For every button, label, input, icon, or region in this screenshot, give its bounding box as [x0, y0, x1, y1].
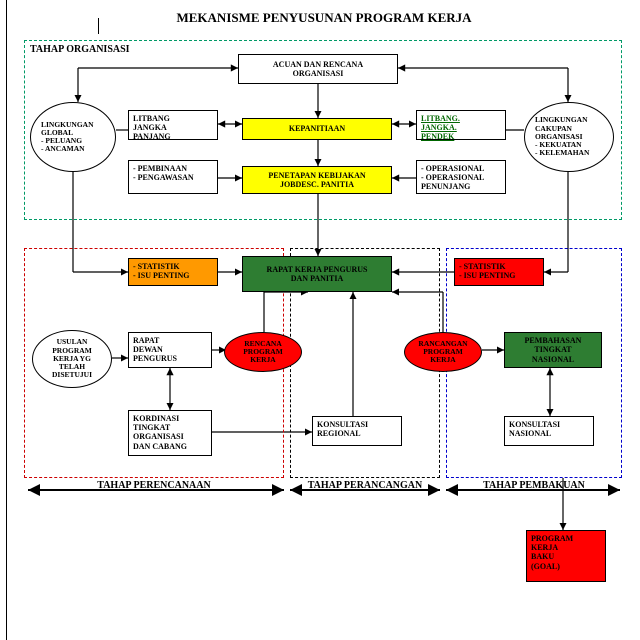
- node-text-rancangan: RANCANGAN PROGRAM KERJA: [418, 340, 467, 365]
- node-acuan: ACUAN DAN RENCANA ORGANISASI: [238, 54, 398, 84]
- node-text-rencana: RENCANA PROGRAM KERJA: [243, 340, 283, 365]
- node-goal: PROGRAM KERJA BAKU (GOAL): [526, 530, 606, 582]
- node-pembahasan: PEMBAHASAN TINGKAT NASIONAL: [504, 332, 602, 368]
- node-usulan: USULAN PROGRAM KERJA YG TELAH DISETUJUI: [32, 330, 112, 388]
- node-pembinaan: - PEMBINAAN - PENGAWASAN: [128, 160, 218, 194]
- node-text-litbang_s: LITBANG. JANGKA. PENDEK: [421, 114, 460, 142]
- diagram-stage: MEKANISME PENYUSUNAN PROGRAM KERJA ACUAN…: [18, 10, 630, 630]
- node-text-pembahasan: PEMBAHASAN TINGKAT NASIONAL: [525, 336, 582, 364]
- node-operasional: - OPERASIONAL - OPERASIONAL PENUNJANG: [416, 160, 506, 194]
- region-label-org: TAHAP ORGANISASI: [30, 44, 130, 55]
- node-penetapan: PENETAPAN KEBIJAKAN JOBDESC. PANITIA: [242, 166, 392, 194]
- node-ling_cak: LINGKUNGAN CAKUPAN ORGANISASI - KEKUATAN…: [524, 102, 614, 172]
- node-text-goal: PROGRAM KERJA BAKU (GOAL): [531, 534, 573, 571]
- node-text-rapat_dewan: RAPAT DEWAN PENGURUS: [133, 336, 177, 364]
- phase-label-std: TAHAP PEMBAKUAN: [446, 480, 622, 491]
- node-text-ling_glob: LINGKUNGAN GLOBAL - PELUANG - ANCAMAN: [41, 121, 94, 154]
- phase-label-design: TAHAP PERANCANGAN: [290, 480, 440, 491]
- node-rancangan: RANCANGAN PROGRAM KERJA: [404, 332, 482, 372]
- node-rapat_kerja: RAPAT KERJA PENGURUS DAN PANITIA: [242, 256, 392, 292]
- node-text-pembinaan: - PEMBINAAN - PENGAWASAN: [133, 164, 194, 182]
- node-litbang_s: LITBANG. JANGKA. PENDEK: [416, 110, 506, 140]
- node-kons_nas: KONSULTASI NASIONAL: [504, 416, 594, 446]
- node-rapat_dewan: RAPAT DEWAN PENGURUS: [128, 332, 212, 368]
- node-kepanitiaan: KEPANITIAAN: [242, 118, 392, 140]
- node-text-rapat_kerja: RAPAT KERJA PENGURUS DAN PANITIA: [267, 265, 368, 283]
- node-text-ling_cak: LINGKUNGAN CAKUPAN ORGANISASI - KEKUATAN…: [535, 116, 589, 157]
- node-stat_r: - STATISTIK - ISU PENTING: [454, 258, 544, 286]
- node-text-litbang_p: LITBANG JANGKA PANJANG: [133, 114, 171, 142]
- node-text-kons_reg: KONSULTASI REGIONAL: [317, 420, 368, 438]
- phase-label-plan: TAHAP PERENCANAAN: [24, 480, 284, 491]
- node-text-penetapan: PENETAPAN KEBIJAKAN JOBDESC. PANITIA: [268, 171, 365, 189]
- node-kons_reg: KONSULTASI REGIONAL: [312, 416, 402, 446]
- node-koordinasi: KORDINASI TINGKAT ORGANISASI DAN CABANG: [128, 410, 212, 456]
- margin-line: [6, 0, 7, 640]
- node-ling_glob: LINGKUNGAN GLOBAL - PELUANG - ANCAMAN: [30, 102, 116, 172]
- node-text-kons_nas: KONSULTASI NASIONAL: [509, 420, 560, 438]
- node-text-stat_l: - STATISTIK - ISU PENTING: [133, 262, 189, 280]
- node-litbang_p: LITBANG JANGKA PANJANG: [128, 110, 218, 140]
- node-rencana: RENCANA PROGRAM KERJA: [224, 332, 302, 372]
- node-stat_l: - STATISTIK - ISU PENTING: [128, 258, 218, 286]
- node-text-operasional: - OPERASIONAL - OPERASIONAL PENUNJANG: [421, 164, 484, 192]
- node-text-usulan: USULAN PROGRAM KERJA YG TELAH DISETUJUI: [52, 338, 92, 379]
- node-text-koordinasi: KORDINASI TINGKAT ORGANISASI DAN CABANG: [133, 414, 187, 451]
- node-text-acuan: ACUAN DAN RENCANA ORGANISASI: [273, 60, 363, 78]
- node-text-kepanitiaan: KEPANITIAAN: [289, 124, 345, 133]
- node-text-stat_r: - STATISTIK - ISU PENTING: [459, 262, 515, 280]
- page-title: MEKANISME PENYUSUNAN PROGRAM KERJA: [18, 10, 630, 26]
